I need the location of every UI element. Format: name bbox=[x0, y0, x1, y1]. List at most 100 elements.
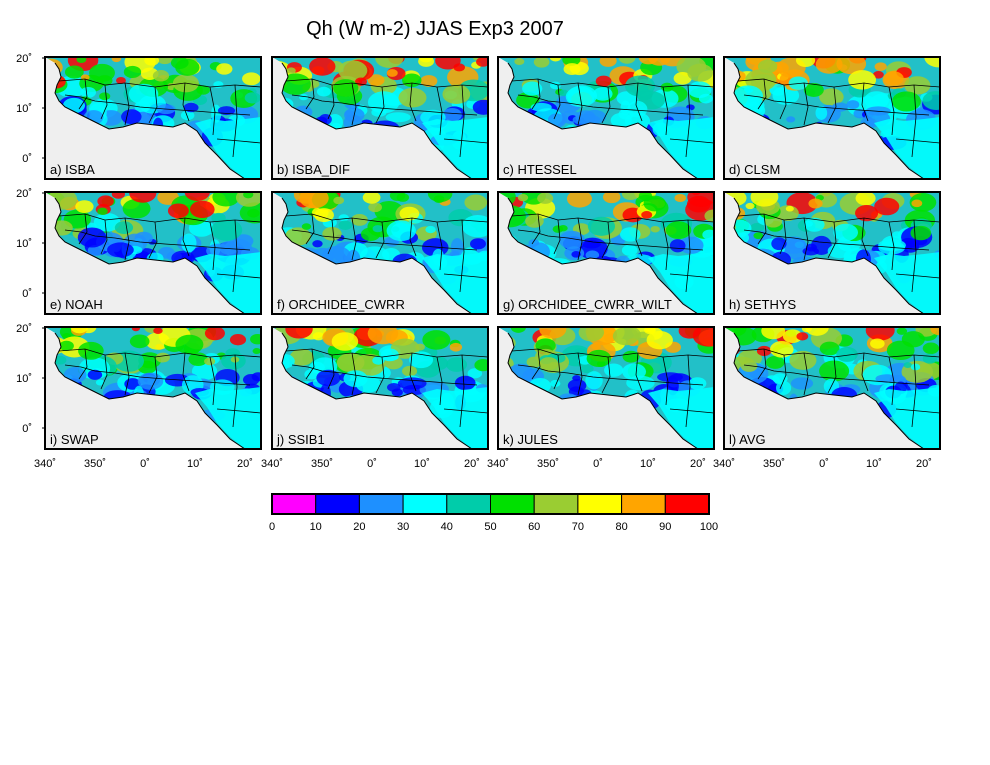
panel-frame bbox=[44, 56, 262, 180]
panel-label: h) SETHYS bbox=[729, 297, 797, 312]
colorbar-tick-label: 80 bbox=[615, 521, 627, 533]
colorbar-tick-label: 10 bbox=[310, 521, 322, 533]
lon-tick-label: 0˚ bbox=[593, 458, 603, 470]
panel-frame bbox=[723, 191, 941, 315]
colorbar-tick-label: 60 bbox=[528, 521, 540, 533]
panel-label: l) AVG bbox=[729, 432, 766, 447]
figure-title: Qh (W m-2) JJAS Exp3 2007 bbox=[306, 18, 564, 40]
colorbar-segment bbox=[577, 493, 623, 515]
colorbar-tick-label: 100 bbox=[700, 521, 718, 533]
colorbar-frame bbox=[271, 493, 710, 515]
land-field bbox=[724, 327, 940, 449]
lat-tick-label: 0˚ bbox=[22, 153, 32, 165]
land-field bbox=[498, 57, 714, 179]
panel-label: g) ORCHIDEE_CWRR_WILT bbox=[503, 297, 672, 312]
colorbar-tick-label: 20 bbox=[353, 521, 365, 533]
panel-label: b) ISBA_DIF bbox=[277, 162, 350, 177]
lon-tick-label: 340˚ bbox=[487, 458, 509, 470]
lon-tick-label: 0˚ bbox=[140, 458, 150, 470]
map-panel: b) ISBA_DIF bbox=[271, 56, 489, 180]
colorbar-tick-label: 40 bbox=[441, 521, 453, 533]
colorbar-segment bbox=[271, 493, 317, 515]
lat-tick-label: 20˚ bbox=[16, 323, 32, 335]
lon-tick-label: 350˚ bbox=[763, 458, 785, 470]
map-panel: c) HTESSEL bbox=[497, 56, 715, 180]
lat-tick-label: 0˚ bbox=[22, 423, 32, 435]
colorbar-segment bbox=[402, 493, 448, 515]
lon-tick-label: 20˚ bbox=[464, 458, 480, 470]
land-field bbox=[498, 327, 714, 449]
panel-frame bbox=[497, 326, 715, 450]
panel-frame bbox=[44, 191, 262, 315]
panel-label: e) NOAH bbox=[50, 297, 103, 312]
map-panel: h) SETHYS bbox=[723, 191, 941, 315]
lon-tick-label: 20˚ bbox=[690, 458, 706, 470]
map-panel: e) NOAH 20˚ 10˚ 0˚ bbox=[16, 188, 262, 315]
panel-grid: a) ISBA 20˚ 10˚ 0˚ b) ISBA_DIF c) HTESSEL d) C… bbox=[16, 53, 941, 470]
colorbar-segment bbox=[358, 493, 404, 515]
map-panel: i) SWAP 20˚ 10˚ 0˚ 340˚ 350˚ 0˚ 10˚ 20˚ bbox=[16, 323, 262, 470]
colorbar-segment bbox=[446, 493, 491, 515]
lon-tick-label: 340˚ bbox=[34, 458, 56, 470]
panel-label: k) JULES bbox=[503, 432, 558, 447]
lon-tick-label: 0˚ bbox=[819, 458, 829, 470]
panel-label: f) ORCHIDEE_CWRR bbox=[277, 297, 405, 312]
lon-tick-label: 350˚ bbox=[84, 458, 106, 470]
lon-tick-label: 20˚ bbox=[916, 458, 932, 470]
lon-tick-label: 0˚ bbox=[367, 458, 377, 470]
land-field bbox=[498, 192, 714, 314]
panel-label: i) SWAP bbox=[50, 432, 99, 447]
lat-tick-label: 0˚ bbox=[22, 288, 32, 300]
panel-frame bbox=[723, 56, 941, 180]
panel-frame bbox=[271, 191, 489, 315]
colorbar-segment bbox=[315, 493, 360, 515]
colorbar-segment bbox=[664, 493, 710, 515]
lon-tick-label: 10˚ bbox=[640, 458, 656, 470]
lon-tick-label: 10˚ bbox=[414, 458, 430, 470]
colorbar-tick-label: 50 bbox=[484, 521, 496, 533]
panel-label: j) SSIB1 bbox=[276, 432, 325, 447]
colorbar: 0 10 20 30 40 50 60 70 80 90 100 bbox=[269, 493, 718, 533]
lat-tick-label: 20˚ bbox=[16, 53, 32, 65]
panel-frame bbox=[497, 191, 715, 315]
lon-tick-label: 350˚ bbox=[537, 458, 559, 470]
map-panel: j) SSIB1 340˚ 350˚ 0˚ 10˚ 20˚ bbox=[261, 326, 489, 470]
colorbar-segment bbox=[490, 493, 535, 515]
lat-tick-label: 10˚ bbox=[16, 238, 32, 250]
map-panel: f) ORCHIDEE_CWRR bbox=[271, 191, 489, 315]
lon-tick-label: 20˚ bbox=[237, 458, 253, 470]
land-field bbox=[272, 192, 488, 314]
land-field bbox=[272, 57, 488, 179]
panel-label: a) ISBA bbox=[50, 162, 95, 177]
colorbar-tick-label: 0 bbox=[269, 521, 275, 533]
land-field bbox=[724, 57, 940, 179]
map-panel: g) ORCHIDEE_CWRR_WILT bbox=[497, 191, 715, 315]
lon-tick-label: 350˚ bbox=[311, 458, 333, 470]
land-field bbox=[45, 327, 261, 449]
land-field bbox=[272, 327, 488, 449]
lon-tick-label: 340˚ bbox=[261, 458, 283, 470]
map-panel: d) CLSM bbox=[723, 56, 941, 180]
panel-label: d) CLSM bbox=[729, 162, 780, 177]
lon-tick-label: 340˚ bbox=[713, 458, 735, 470]
panel-frame bbox=[497, 56, 715, 180]
land-field bbox=[45, 192, 261, 314]
panel-frame bbox=[271, 326, 489, 450]
lat-tick-label: 10˚ bbox=[16, 373, 32, 385]
map-panel: k) JULES 340˚ 350˚ 0˚ 10˚ 20˚ bbox=[487, 326, 715, 470]
colorbar-segment bbox=[533, 493, 579, 515]
colorbar-segment bbox=[621, 493, 666, 515]
lat-tick-label: 10˚ bbox=[16, 103, 32, 115]
panel-label: c) HTESSEL bbox=[503, 162, 577, 177]
lon-tick-label: 10˚ bbox=[866, 458, 882, 470]
land-field bbox=[45, 57, 261, 179]
panel-frame bbox=[723, 326, 941, 450]
land-field bbox=[724, 192, 940, 314]
colorbar-tick-label: 70 bbox=[572, 521, 584, 533]
map-panel: l) AVG 340˚ 350˚ 0˚ 10˚ 20˚ bbox=[713, 326, 941, 470]
lon-tick-label: 10˚ bbox=[187, 458, 203, 470]
panel-frame bbox=[44, 326, 262, 450]
colorbar-tick-label: 30 bbox=[397, 521, 409, 533]
panel-frame bbox=[271, 56, 489, 180]
map-panel: a) ISBA 20˚ 10˚ 0˚ bbox=[16, 53, 262, 180]
